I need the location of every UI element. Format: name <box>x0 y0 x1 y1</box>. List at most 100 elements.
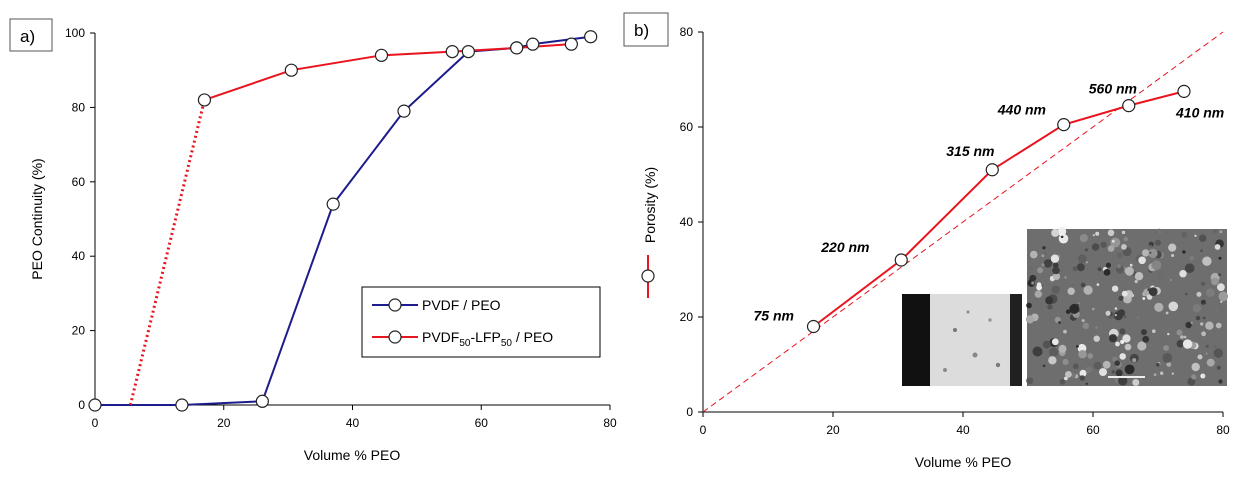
x-tick-label: 0 <box>700 423 707 437</box>
pore-size-label: 560 nm <box>1089 81 1137 97</box>
sem-grain <box>1200 299 1206 305</box>
sem-grain <box>1048 356 1057 365</box>
sem-grain <box>1213 345 1217 349</box>
sem-grain <box>1123 236 1128 242</box>
sem-grain <box>1202 256 1212 266</box>
sem-inset-large <box>1025 227 1229 386</box>
porosity-point <box>1122 99 1136 113</box>
sem-grain <box>1201 281 1206 286</box>
porosity-point <box>806 319 821 334</box>
panel-b-label: b) <box>634 21 649 40</box>
sem-grain <box>1048 347 1059 357</box>
series-1-point <box>510 41 524 55</box>
sem-grain <box>1121 290 1128 297</box>
series-0-point <box>255 394 269 408</box>
legend-label-lfp: PVDF50-LFP50 / PEO <box>422 329 553 349</box>
panel-a-label: a) <box>20 27 35 46</box>
sem-grain <box>1171 372 1174 375</box>
sem-grain <box>1117 264 1121 269</box>
sem-grain <box>1103 269 1111 276</box>
panel-a-y-ticks: 0 20 40 60 80 100 <box>65 26 95 412</box>
sem-grain <box>1142 335 1150 343</box>
sem-grain <box>1102 360 1111 369</box>
sem-grain <box>1200 249 1203 253</box>
sem-grain <box>1168 243 1177 252</box>
sem-grain <box>1052 266 1060 275</box>
sem-grain <box>1124 266 1134 276</box>
y-tick-label: 20 <box>72 324 86 338</box>
sem-grain <box>1107 245 1115 252</box>
sem-grain <box>1059 379 1066 385</box>
sem-grain <box>1092 234 1096 237</box>
x-tick-label: 40 <box>956 423 970 437</box>
sem-grain <box>1142 297 1146 300</box>
sem-grain <box>1087 353 1093 359</box>
sem-grain <box>1050 254 1060 263</box>
sem-grain <box>1114 360 1120 367</box>
sem-grain <box>1216 308 1219 311</box>
sem-grain <box>1129 263 1133 267</box>
sem-grain <box>1134 279 1138 284</box>
sem-grain <box>1199 234 1207 242</box>
sem-grain <box>1116 252 1123 258</box>
porosity-point <box>1057 118 1071 132</box>
x-tick-label: 40 <box>346 416 360 430</box>
sem-grain <box>1064 376 1068 381</box>
panel-b-y-axis-title: Porosity (%) <box>642 167 658 243</box>
sem-grain <box>1052 272 1061 280</box>
sem-grain <box>1179 270 1187 278</box>
legend-marker-lfp <box>388 330 402 344</box>
sem-grain <box>1117 309 1126 317</box>
sem-grain <box>1171 254 1175 257</box>
sem-grain <box>1181 231 1188 238</box>
sem-grain <box>1105 262 1111 268</box>
x-tick-label: 60 <box>1086 423 1100 437</box>
sem-grain <box>1124 343 1132 351</box>
sem-grain <box>1140 329 1147 336</box>
sem-grain <box>1218 291 1229 302</box>
sem-grain <box>1095 326 1098 329</box>
y-tick-label: 40 <box>72 249 86 263</box>
sem-grain <box>1160 371 1164 375</box>
legend-label-pvdf: PVDF / PEO <box>422 297 501 313</box>
sem-grain <box>1138 256 1146 265</box>
sem-grain <box>1189 255 1195 261</box>
series-1-point <box>445 44 459 59</box>
sem-grain <box>1133 305 1142 314</box>
sem-grain <box>1108 334 1118 343</box>
sem-grain <box>1097 267 1102 272</box>
sem-grain <box>1096 283 1100 286</box>
sem-grain <box>1121 244 1127 250</box>
series-0-point <box>88 398 102 412</box>
sem-grain <box>1167 326 1172 331</box>
sem-grain <box>1118 376 1128 386</box>
series-1-dotted-extension <box>128 99 206 406</box>
sem-grain <box>1149 244 1152 248</box>
sem-grain <box>1157 336 1167 347</box>
y-tick-label: 80 <box>680 25 694 39</box>
sem-grain <box>1083 285 1093 295</box>
sem-grain <box>1167 332 1170 336</box>
panel-b-x-axis-title: Volume % PEO <box>915 454 1012 470</box>
sem-grain <box>1166 362 1172 367</box>
series-0-point <box>526 37 540 51</box>
sem-grain <box>1197 354 1203 360</box>
sem-grain <box>1067 287 1075 295</box>
sem-grain <box>1146 294 1153 300</box>
sem-grain <box>1041 263 1045 267</box>
x-tick-label: 80 <box>603 416 617 430</box>
sem-grain <box>1051 228 1060 237</box>
sem-grain <box>1200 373 1206 379</box>
series-0-point <box>461 44 475 59</box>
sem-grain <box>1211 277 1219 286</box>
panel-b-y-axis-title-group: Porosity (%) <box>642 167 658 243</box>
sem-grain <box>1154 302 1164 312</box>
sem-grain <box>1065 371 1072 378</box>
sem-grain <box>1099 368 1107 377</box>
sem-grain <box>1217 283 1225 292</box>
sem-grain <box>1220 300 1223 303</box>
sem-grain <box>1093 335 1100 342</box>
sem-grain <box>1215 322 1222 329</box>
sem-grain <box>1071 282 1075 287</box>
